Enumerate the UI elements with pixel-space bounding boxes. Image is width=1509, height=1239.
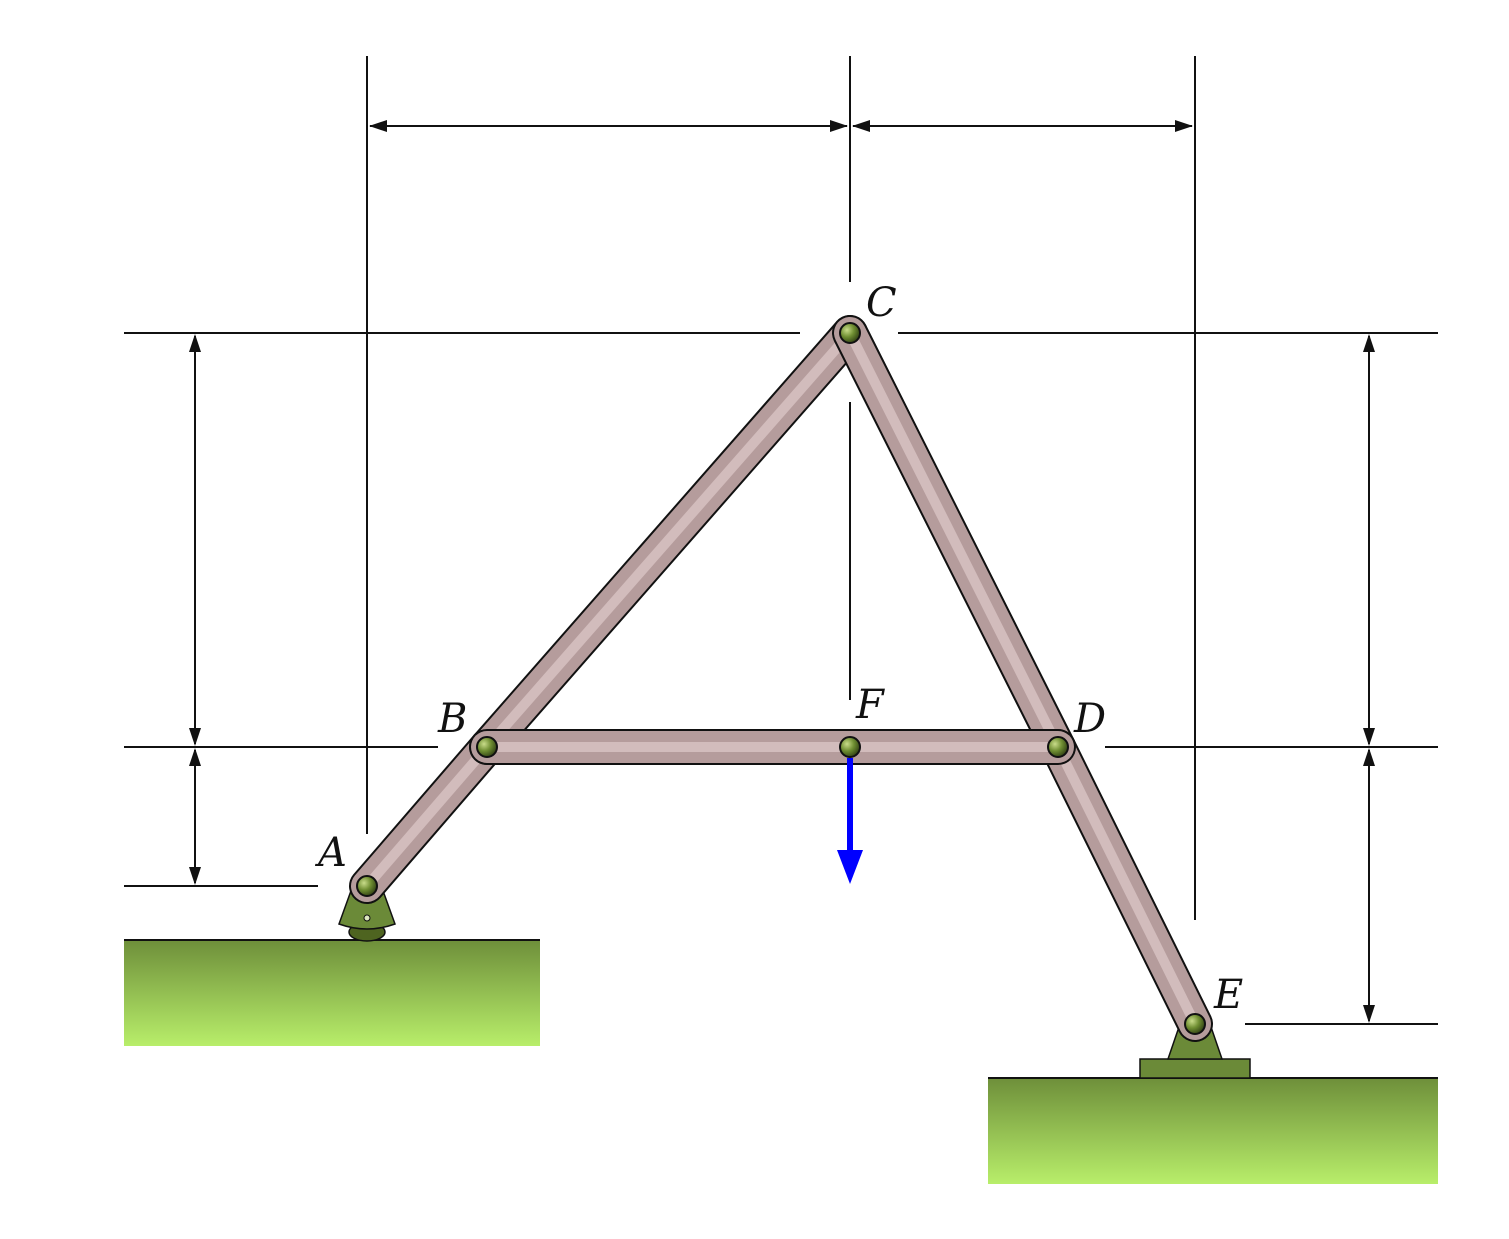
label-d: D xyxy=(1073,696,1106,742)
pin-joint-icon xyxy=(839,322,861,344)
pin-joints xyxy=(356,322,1206,1035)
member-de xyxy=(1040,729,1213,1042)
member-cd xyxy=(832,315,1076,765)
pin-joint-icon xyxy=(1047,736,1069,758)
pin-joint-icon xyxy=(476,736,498,758)
pin-joint-icon xyxy=(1184,1013,1206,1035)
ground-right xyxy=(988,1078,1438,1184)
truss-members xyxy=(349,315,1213,1042)
label-a: A xyxy=(314,830,347,876)
roller-support-icon xyxy=(338,887,396,942)
ground-left xyxy=(124,940,540,1046)
dimension-lines xyxy=(124,56,1438,1025)
member-bc xyxy=(469,315,868,765)
down-arrow-icon xyxy=(837,758,863,884)
pin-joint-icon xyxy=(356,875,378,897)
member-ab xyxy=(349,729,505,904)
label-c: C xyxy=(866,280,897,326)
label-e: E xyxy=(1213,972,1243,1018)
label-f: F xyxy=(855,682,885,728)
pin-joint-icon xyxy=(839,736,861,758)
label-b: B xyxy=(437,696,467,742)
